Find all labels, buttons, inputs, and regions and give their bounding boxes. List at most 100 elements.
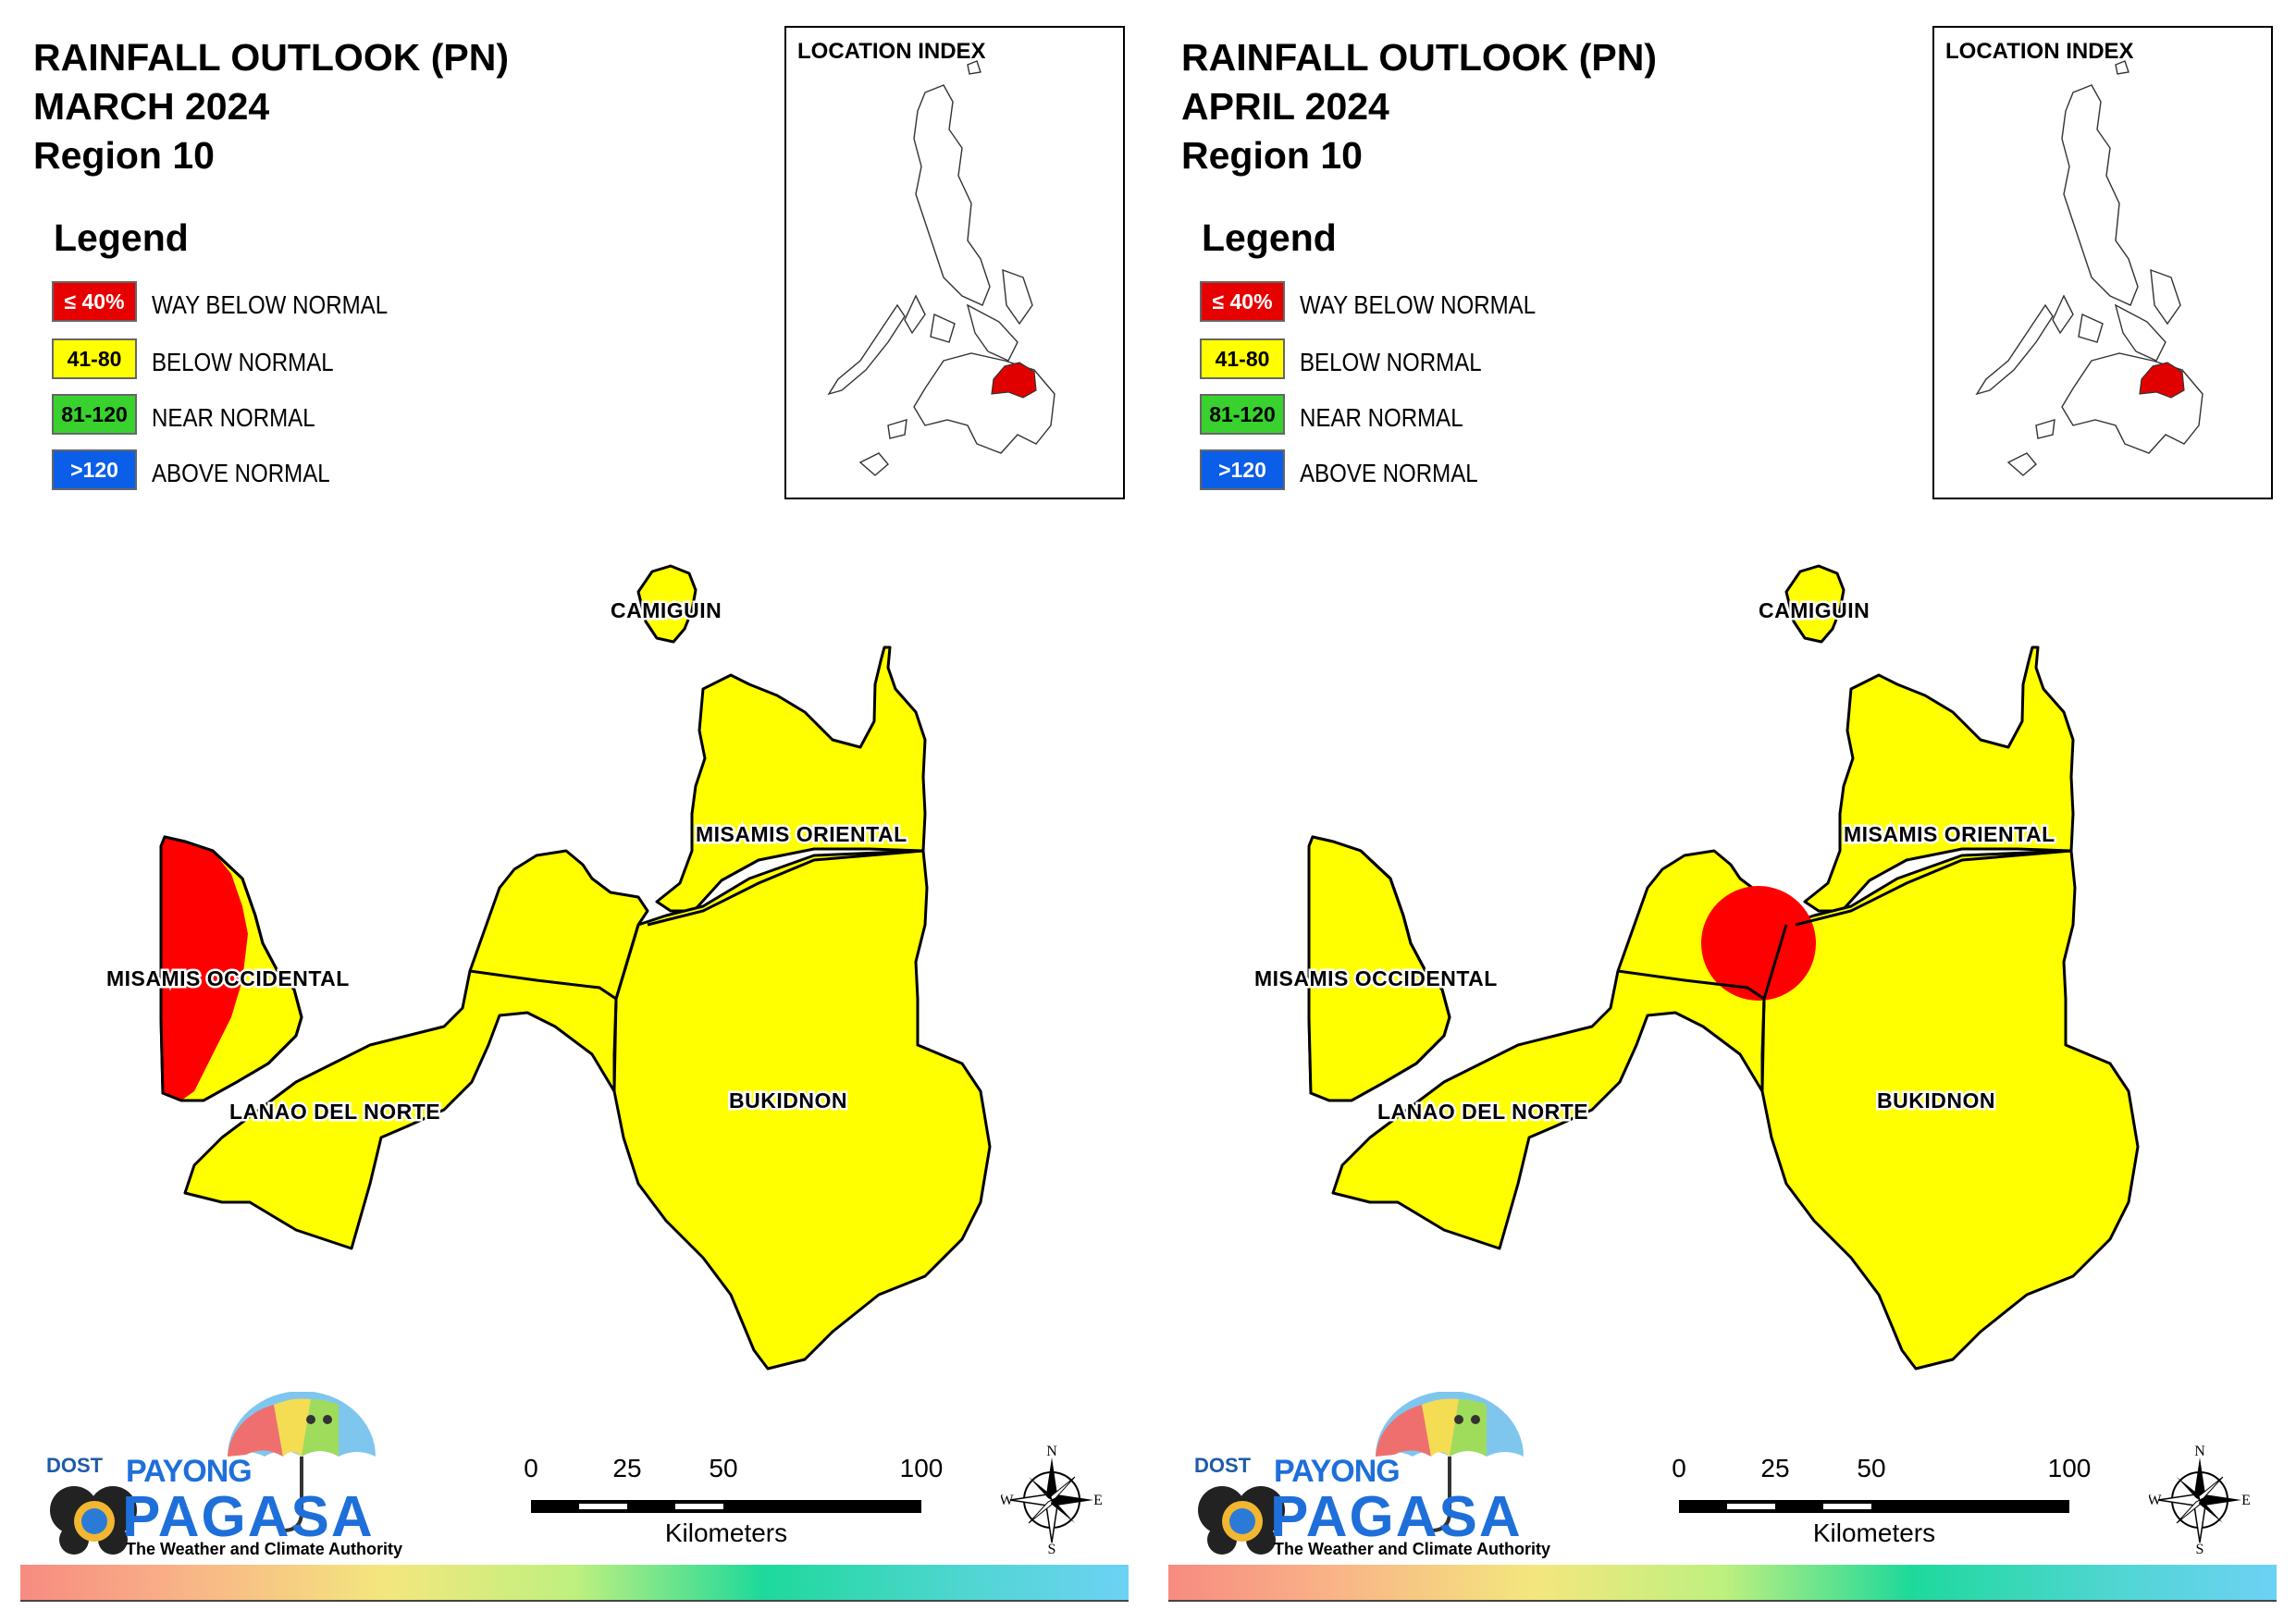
region-10-map: CAMIGUIN MISAMIS ORIENTAL MISAMIS OCCIDE… xyxy=(1148,499,2296,1429)
label-camiguin: CAMIGUIN xyxy=(1759,598,1870,622)
panel-title: RAINFALL OUTLOOK (PN) APRIL 2024 Region … xyxy=(1181,33,1657,180)
compass-rose: N E S W xyxy=(999,1443,1103,1557)
payong-pagasa-logo: DOST PAYONG PAGASA The Weather and Clima… xyxy=(33,1392,403,1558)
compass-e: E xyxy=(2241,1493,2251,1508)
logo-tagline: The Weather and Climate Authority xyxy=(1274,1540,1551,1558)
title-line-1: RAINFALL OUTLOOK (PN) xyxy=(1181,36,1657,79)
label-camiguin: CAMIGUIN xyxy=(611,598,722,622)
province-map: CAMIGUIN MISAMIS ORIENTAL MISAMIS OCCIDE… xyxy=(105,564,992,1371)
footer-gradient-bar xyxy=(1168,1565,2277,1600)
province-map: CAMIGUIN MISAMIS ORIENTAL MISAMIS OCCIDE… xyxy=(1253,564,2140,1371)
legend-swatch: 81-120 xyxy=(52,394,137,435)
province-camiguin xyxy=(636,564,697,644)
legend-label: WAY BELOW NORMAL xyxy=(1300,290,1537,319)
region-10-map: CAMIGUIN MISAMIS ORIENTAL MISAMIS OCCIDE… xyxy=(0,499,1148,1429)
footer-underline xyxy=(20,1600,1129,1602)
payong-pagasa-logo: DOST PAYONG PAGASA The Weather and Clima… xyxy=(1181,1392,1551,1558)
title-region: Region 10 xyxy=(1181,134,1363,177)
region-10-highlight xyxy=(991,362,1037,399)
province-lanao-del-norte xyxy=(183,849,649,1250)
legend-swatch: 81-120 xyxy=(1200,394,1285,435)
logo-dost-text: DOST xyxy=(46,1454,104,1477)
outlook-panel-2: RAINFALL OUTLOOK (PN) APRIL 2024 Region … xyxy=(1148,0,2296,1623)
scale-unit: Kilometers xyxy=(1812,1518,1936,1547)
compass-n: N xyxy=(1046,1444,1057,1459)
province-misamis-oriental xyxy=(1803,646,2075,913)
location-index-inset: LOCATION INDEX xyxy=(1932,26,2273,499)
compass-e: E xyxy=(1093,1493,1103,1508)
compass-icon: N E S W xyxy=(999,1444,1103,1557)
legend-label: BELOW NORMAL xyxy=(152,348,334,376)
label-bukidnon: BUKIDNON xyxy=(1877,1088,1995,1113)
legend-swatch: >120 xyxy=(52,449,137,490)
compass-s: S xyxy=(2196,1542,2204,1554)
logo-graphic xyxy=(1198,1392,1524,1555)
legend-label: ABOVE NORMAL xyxy=(1300,459,1478,487)
title-month: MARCH 2024 xyxy=(33,85,270,128)
compass-w: W xyxy=(1001,1493,1014,1508)
panel-title: RAINFALL OUTLOOK (PN) MARCH 2024 Region … xyxy=(33,33,509,180)
legend-label: NEAR NORMAL xyxy=(152,403,315,432)
legend-swatch: >120 xyxy=(1200,449,1285,490)
scale-tick-25: 25 xyxy=(1760,1454,1790,1482)
legend-swatch: ≤ 40% xyxy=(52,281,137,322)
title-line-1: RAINFALL OUTLOOK (PN) xyxy=(33,36,509,79)
scale-tick-0: 0 xyxy=(524,1454,538,1482)
logo-payong-text: PAYONG xyxy=(126,1454,253,1489)
label-misamis-occidental: MISAMIS OCCIDENTAL xyxy=(106,966,350,990)
label-misamis-occidental: MISAMIS OCCIDENTAL xyxy=(1254,966,1498,990)
below-normal-circle-zone xyxy=(1701,886,1816,1001)
legend-label: ABOVE NORMAL xyxy=(152,459,330,487)
scale-unit: Kilometers xyxy=(664,1518,788,1547)
province-lanao-del-norte xyxy=(1331,849,1797,1250)
inset-label: LOCATION INDEX xyxy=(1945,39,2134,64)
province-misamis-oriental xyxy=(655,646,927,913)
scale-tick-100: 100 xyxy=(899,1454,944,1482)
scale-graphic xyxy=(531,1500,921,1513)
logo-pagasa-text: PAGASA xyxy=(122,1485,375,1549)
legend-label: WAY BELOW NORMAL xyxy=(152,290,389,319)
region-10-highlight xyxy=(2139,362,2185,399)
legend-swatch: ≤ 40% xyxy=(1200,281,1285,322)
inset-label: LOCATION INDEX xyxy=(797,39,986,64)
scale-tick-100: 100 xyxy=(2047,1454,2092,1482)
footer-underline xyxy=(1168,1600,2277,1602)
scale-tick-25: 25 xyxy=(612,1454,642,1482)
scale-bar: 0 25 50 100 Kilometers xyxy=(518,1454,943,1547)
legend-label: BELOW NORMAL xyxy=(1300,348,1482,376)
title-region: Region 10 xyxy=(33,134,215,177)
province-camiguin xyxy=(1784,564,1845,644)
location-index-inset: LOCATION INDEX xyxy=(784,26,1125,499)
legend-title: Legend xyxy=(1202,216,1337,259)
legend-title: Legend xyxy=(54,216,189,259)
logo-payong-text: PAYONG xyxy=(1274,1454,1401,1489)
outlook-panel-1: RAINFALL OUTLOOK (PN) MARCH 2024 Region … xyxy=(0,26,1148,1602)
compass-icon: N E S W xyxy=(2147,1444,2251,1557)
scale-tick-0: 0 xyxy=(1672,1454,1686,1482)
footer-gradient-bar xyxy=(20,1565,1129,1600)
scale-bar: 0 25 50 100 Kilometers xyxy=(1666,1454,2091,1547)
label-lanao-del-norte: LANAO DEL NORTE xyxy=(229,1100,440,1124)
legend-swatch: 41-80 xyxy=(1200,338,1285,379)
compass-w: W xyxy=(2149,1493,2162,1508)
scale-graphic xyxy=(1679,1500,2069,1513)
logo-tagline: The Weather and Climate Authority xyxy=(126,1540,403,1558)
compass-s: S xyxy=(1048,1542,1056,1554)
logo-graphic xyxy=(50,1392,376,1555)
legend-label: NEAR NORMAL xyxy=(1300,403,1463,432)
title-month: APRIL 2024 xyxy=(1181,85,1389,128)
philippines-outline-map xyxy=(827,60,1055,476)
label-misamis-oriental: MISAMIS ORIENTAL xyxy=(696,822,907,846)
misamis-occidental-west-zone xyxy=(161,837,248,1100)
logo-dost-text: DOST xyxy=(1194,1454,1252,1477)
compass-n: N xyxy=(2194,1444,2205,1459)
philippines-outline-map xyxy=(1975,60,2203,476)
legend-swatch: 41-80 xyxy=(52,338,137,379)
scale-tick-50: 50 xyxy=(709,1454,738,1482)
scale-tick-50: 50 xyxy=(1857,1454,1886,1482)
label-lanao-del-norte: LANAO DEL NORTE xyxy=(1377,1100,1588,1124)
label-bukidnon: BUKIDNON xyxy=(729,1088,847,1113)
label-misamis-oriental: MISAMIS ORIENTAL xyxy=(1844,822,2055,846)
misamis-occidental-west-zone xyxy=(1309,837,1396,1100)
compass-rose: N E S W xyxy=(2147,1443,2251,1557)
